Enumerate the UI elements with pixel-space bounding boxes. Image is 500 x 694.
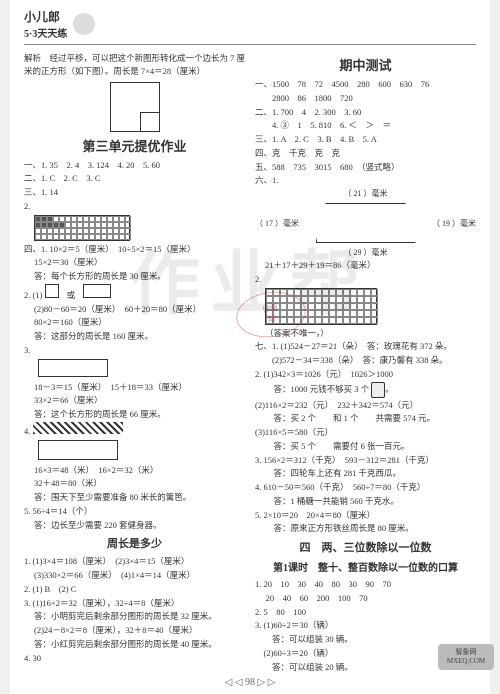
r6-note: （答案不唯一，）: [255, 327, 476, 340]
rect-figure-3: [38, 359, 245, 379]
u4-3a: 3.: [24, 344, 245, 357]
u4-ans: 答：每个长方形的周长是 30 厘米。: [24, 270, 245, 283]
r7f: 答：买 2 个 和 1 个 共需要 574 元。: [255, 412, 476, 425]
trapezoid-figure: [316, 203, 416, 243]
u4-4a: 4.: [24, 422, 245, 438]
r7h: 答：买 5 个 需要付 6 张一百元。: [255, 440, 476, 453]
r6-2: 2.: [255, 273, 476, 286]
trap-sum: 21＋17＋29＋19＝86（毫米）: [255, 259, 476, 272]
u3-line3: 三、1. 14: [24, 186, 245, 199]
r1b: 2800 86 1800 720: [255, 92, 476, 105]
u4-3d: 答：这个长方形的周长是 66 厘米。: [24, 408, 245, 421]
logo-bottom: 5·3天天练: [24, 25, 67, 40]
square-a: [45, 284, 59, 298]
corner-t1: 智象网: [438, 647, 494, 657]
square-figure: [110, 82, 160, 132]
trap-left-label: （ 17 ）毫米: [255, 218, 299, 229]
r7e: (2)116×2＝232（元） 232＋342＝574（元）: [255, 399, 476, 412]
page-header: 小儿郎 5·3天天练: [24, 8, 476, 45]
page-footer: ◁ ◁ 98 ▷ ▷: [10, 677, 490, 688]
r2b: 4. ③ 1 5. 810 6. ＜ ＞ ＝: [255, 119, 476, 132]
grid-figure-1: [34, 215, 130, 241]
unit4-title: 四 两、三位数除以一位数: [255, 539, 476, 555]
r1: 一、1500 78 72 4500 280 600 630 76: [255, 78, 476, 91]
rect-a: [83, 284, 111, 298]
r7j: 答：四轮车上还有 281 千克西瓜。: [255, 467, 476, 480]
r7g: (3)116×5＝580（元）: [255, 426, 476, 439]
u4-2c: (2)80－60＝20（厘米） 60＋20＝80（厘米）: [24, 303, 245, 316]
u3-line1: 一、1. 35 2. 4 3. 124 4. 20 5. 60: [24, 159, 245, 172]
r7k: 4. 610－50＝560（千克） 560÷7＝80（千克）: [255, 481, 476, 494]
cartoon-icon: [73, 13, 95, 35]
rect-figure-4: [38, 440, 245, 462]
u4-3c: 33×2＝66（厘米）: [24, 394, 245, 407]
u4-calc2: 15×2＝30（厘米）: [24, 256, 245, 269]
r7c: 2. (1)342×3＝1026（元） 1026＞1000: [255, 368, 476, 381]
jar-icon: [371, 382, 385, 398]
u4-title: 四、1. 10×2＝5（厘米） 10÷5×2＝15（厘米）: [24, 243, 245, 256]
r7n: 答：原来正方形铁丝周长是 80 厘米。: [255, 522, 476, 535]
grid-figure-2: [265, 288, 377, 325]
r5: 五、588 735 3015 680 （竖式略）: [255, 161, 476, 174]
u4-5b: 答：边长至少需要 220 套健身器。: [24, 519, 245, 532]
zc-8: 4. 30: [24, 652, 245, 665]
hatch-icon: [33, 422, 123, 434]
zc-title: 周长是多少: [24, 535, 245, 551]
zc-7: 答：小红剪完后剩余部分图形的周长是 40 厘米。: [24, 638, 245, 651]
corner-logo: 智象网 MXEQ.COM: [438, 644, 494, 670]
u4-2a: 2. (1) 或: [24, 284, 245, 302]
zc-4: 3. (1)16×2＝32（厘米），32÷4＝8（厘米）: [24, 597, 245, 610]
u4-4c: 32＋48＝80（米）: [24, 477, 245, 490]
zc-5: 答：小明剪完后剩余部分图形的周长是 32 厘米。: [24, 610, 245, 623]
logo-top: 小儿郎: [24, 8, 67, 25]
zc-1: 1. (1)3×4＝108（厘米） (2)3×4＝15（厘米）: [24, 555, 245, 568]
r4: 四、克 千克 克 克: [255, 147, 476, 160]
zc-2: (3)330×2＝66（厘米） (4)1×4＝14（厘米）: [24, 569, 245, 582]
u3-line2: 二、1. C 2. C 3. C: [24, 172, 245, 185]
page-number: 98: [245, 677, 255, 688]
unit4-sub: 第1课时 整十、整百数除以一位数的口算: [255, 559, 476, 574]
u3-line4: 2.: [24, 200, 245, 213]
intro-text: 解析 经过平移，可以把这个新图形转化成一个边长为 7 厘米的正方形（如下图）。周…: [24, 52, 245, 78]
r6: 六、1.: [255, 174, 476, 187]
left-column: 解析 经过平移，可以把这个新图形转化成一个边长为 7 厘米的正方形（如下图）。周…: [24, 51, 245, 674]
r7b: (2)572－34＝338（朵） 答：康乃馨有 338 朵。: [255, 354, 476, 367]
zc-3: 2. (1) B (2) C: [24, 583, 245, 596]
r3: 三、1. A 2. C 3. B 4. B 5. A: [255, 133, 476, 146]
u4-4b: 16×3＝48（米） 16×2＝32（米）: [24, 464, 245, 477]
r7d: 答：1000 元钱不够买 3 个 。: [255, 382, 476, 398]
u4-5a: 5. 56÷4＝14（个）: [24, 505, 245, 518]
d1: 1. 20 10 30 40 80 30 90 70: [255, 578, 476, 591]
d2: 2. 5 80 100: [255, 606, 476, 619]
d3: 3. (1)60÷2＝30（辆）: [255, 619, 476, 632]
r7l: 答：1 桶糖一共能销 560 千克水。: [255, 495, 476, 508]
unit3-title: 第三单元提优作业: [24, 136, 245, 155]
d1b: 20 40 60 200 100 70: [255, 592, 476, 605]
midterm-title: 期中测试: [255, 55, 476, 74]
r2: 二、1. 700 4 2. 300 3. 60: [255, 106, 476, 119]
right-column: 期中测试 一、1500 78 72 4500 280 600 630 76 28…: [255, 51, 476, 674]
zc-6: (2)24－8×2＝8（厘米），32＋8＝40（厘米）: [24, 624, 245, 637]
u4-2e: 答：这部分的周长是 160 厘米。: [24, 330, 245, 343]
r7m: 5. 2×10＝20 20×4＝80（厘米）: [255, 509, 476, 522]
trap-bot-label: （ 29 ）毫米: [255, 247, 476, 258]
r7i: 3. 156×2＝312（千克） 593－312＝281（千克）: [255, 454, 476, 467]
trap-right-label: （ 19 ）毫米: [432, 218, 476, 229]
corner-t2: MXEQ.COM: [438, 657, 494, 665]
u4-4d: 答：围天下至少需要准备 80 米长的篱笆。: [24, 491, 245, 504]
u4-2d: 80×2＝160（厘米）: [24, 316, 245, 329]
r7a: 七、1. (1)524－27＝21（朵） 答：玫瑰花有 372 朵。: [255, 340, 476, 353]
u4-3b: 18－3＝15（厘米） 15＋18＝33（厘米）: [24, 381, 245, 394]
trap-top-label: （ 21 ）毫米: [255, 188, 476, 199]
